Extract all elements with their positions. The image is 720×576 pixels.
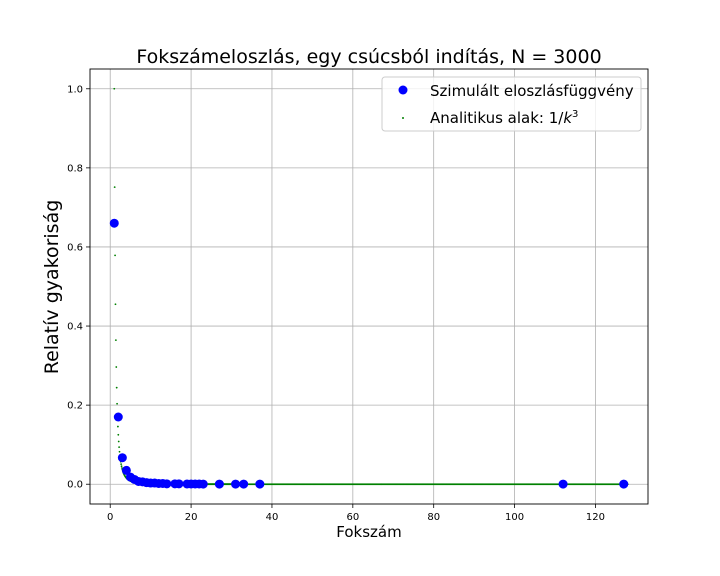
analytic-point (114, 339, 117, 342)
simulated-point (117, 453, 127, 463)
x-tick-label: 40 (266, 512, 279, 523)
plot-area (90, 69, 648, 504)
analytic-point (117, 433, 120, 436)
legend-label-analytic-prefix: Analitikus alak: 1/ (430, 109, 564, 127)
analytic-point (113, 186, 116, 189)
analytic-point (115, 386, 118, 389)
simulated-point (198, 479, 208, 489)
analytic-point (120, 463, 123, 466)
analytic-point (117, 425, 119, 428)
simulated-point (162, 479, 172, 489)
x-tick-label: 20 (185, 512, 198, 523)
y-tick-label: 0.4 (67, 322, 83, 333)
x-tick-label: 100 (505, 512, 524, 523)
analytic-point (115, 366, 118, 368)
simulated-point (619, 479, 629, 489)
simulated-point (174, 479, 184, 489)
simulated-point (121, 465, 131, 475)
y-tick-label: 1.0 (67, 84, 83, 95)
legend-marker-simulated (398, 85, 408, 95)
analytic-point (113, 87, 116, 90)
y-tick-label: 0.8 (67, 163, 83, 174)
y-tick-label: 0.0 (67, 480, 83, 491)
y-axis-label: Relatív gyakoriság (41, 200, 63, 375)
simulated-point (558, 479, 568, 489)
analytic-point (114, 303, 117, 306)
simulated-series (109, 218, 629, 489)
x-tick-label: 120 (586, 512, 605, 523)
legend-label-analytic-exp: 3 (572, 109, 578, 120)
x-tick-label: 0 (107, 512, 113, 523)
analytic-point (116, 402, 118, 405)
legend: Szimulált eloszlásfüggvény Analitikus al… (381, 76, 642, 132)
analytic-point (117, 440, 120, 443)
simulated-point (255, 479, 265, 489)
legend-label-analytic-k: k (563, 109, 573, 127)
x-tick-label: 60 (346, 512, 359, 523)
analytic-point (120, 465, 123, 468)
analytic-point (118, 450, 121, 453)
x-tick-label: 80 (427, 512, 440, 523)
simulated-point (239, 479, 249, 489)
chart-title: Fokszámeloszlás, egy csúcsból indítás, N… (136, 46, 601, 68)
legend-marker-analytic (402, 117, 404, 119)
simulated-point (109, 218, 119, 228)
y-tick-label: 0.2 (67, 401, 83, 412)
analytic-point (118, 446, 121, 448)
axis-ticks: 0 20 40 60 80 100 120 0.0 0.2 0.4 0.6 0.8 1.0 (67, 84, 605, 523)
simulated-point (113, 412, 123, 422)
legend-label-analytic: Analitikus alak: 1/k3 (430, 109, 578, 127)
analytic-point (114, 254, 116, 257)
legend-label-simulated: Szimulált eloszlásfüggvény (430, 82, 634, 100)
simulated-point (214, 479, 224, 489)
y-tick-label: 0.6 (67, 242, 83, 253)
simulated-point (231, 479, 241, 489)
x-axis-label: Fokszám (336, 523, 401, 541)
plot-frame (89, 68, 649, 505)
legend-box (381, 76, 642, 132)
